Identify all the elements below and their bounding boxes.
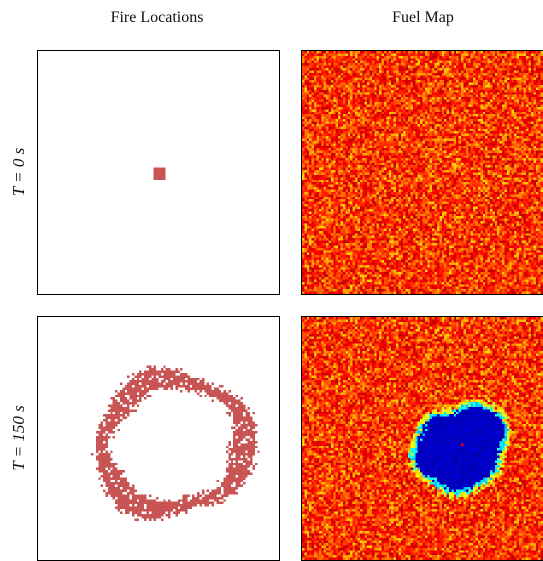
fire-locations-panel-t0 <box>37 50 280 295</box>
row-label-t150: T = 150 s <box>9 405 28 471</box>
fire-locations-image-t150 <box>38 317 279 560</box>
fire-locations-image-t0 <box>38 51 279 294</box>
row-label-t0: T = 0 s <box>9 147 28 197</box>
fire-locations-panel-t150 <box>37 316 280 561</box>
column-title-fuel-map: Fuel Map <box>392 9 454 26</box>
column-title-fire-locations: Fire Locations <box>110 9 204 26</box>
fuel-map-panel-t150 <box>301 316 543 561</box>
fuel-map-image-t150 <box>302 317 543 560</box>
fuel-map-panel-t0 <box>301 50 543 295</box>
fuel-map-image-t0 <box>302 51 543 294</box>
